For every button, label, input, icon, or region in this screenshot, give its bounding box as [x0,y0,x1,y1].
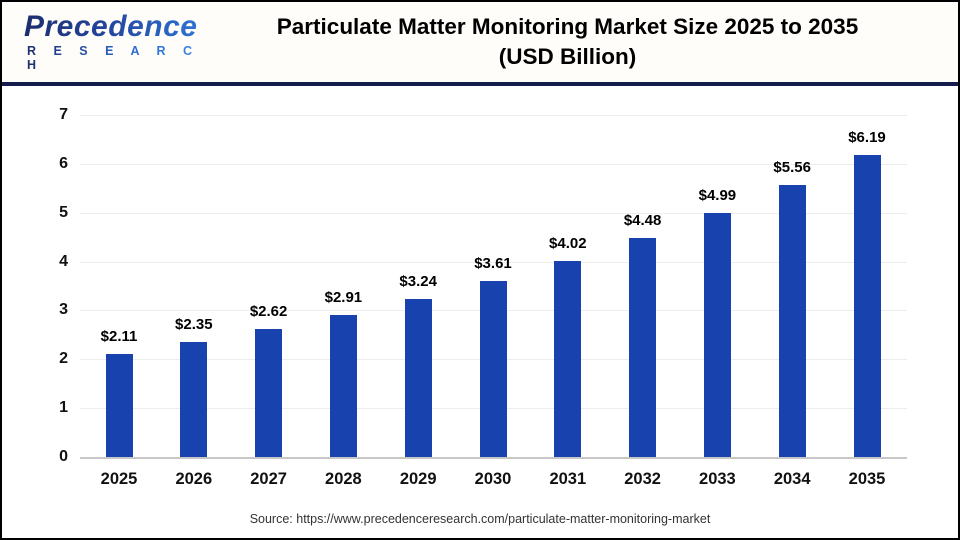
y-axis-tick-0: 0 [59,448,68,465]
bar-2025 [105,353,133,457]
bar-2034 [778,185,806,457]
x-axis-tick-2035: 2035 [848,470,886,488]
x-axis-tick-2033: 2033 [699,470,736,488]
x-axis-tick-2030: 2030 [474,470,512,488]
x-axis-line [80,457,907,459]
y-axis-tick-6: 6 [59,154,68,172]
bar-value-2035: $6.19 [848,128,886,146]
x-axis-tick-2027: 2027 [250,470,287,488]
x-axis-tick-2031: 2031 [549,470,587,488]
bar-2030 [479,280,507,457]
x-axis-tick-2028: 2028 [325,470,362,488]
bar-value-2027: $2.62 [249,302,288,320]
gridline-y6 [80,163,907,165]
chart-title: Particulate Matter Monitoring Market Siz… [217,12,958,72]
x-axis-tick-2029: 2029 [399,470,437,488]
bar-value-2031: $4.02 [549,234,587,252]
header: Precedence R E S E A R C H Particulate M… [2,2,958,86]
source-note: Source: https://www.precedenceresearch.c… [249,512,711,526]
bar-2026 [180,342,208,457]
bar-value-2033: $4.99 [698,187,737,205]
bar-value-2034: $5.56 [773,159,811,177]
bar-value-2026: $2.35 [175,316,213,334]
chart-title-line2: (USD Billion) [498,44,637,69]
chart-title-line1: Particulate Matter Monitoring Market Siz… [276,14,859,39]
y-axis-tick-7: 7 [59,106,68,123]
bar-2032 [629,238,657,457]
bar-2028 [329,314,357,457]
gridline-y4 [80,261,907,263]
bar-value-2025: $2.11 [100,327,138,345]
bar-2031 [554,260,582,457]
x-axis-tick-2034: 2034 [773,470,811,488]
y-axis-tick-3: 3 [59,301,68,319]
bar-value-2032: $4.48 [623,212,662,230]
bar-2027 [255,328,283,457]
bar-value-2028: $2.91 [324,288,363,306]
gridline-y5 [80,212,907,214]
bar-2033 [703,213,731,457]
precedence-research-logo: Precedence R E S E A R C H [2,12,217,73]
y-axis-tick-1: 1 [59,399,68,417]
gridline-y7 [80,115,907,116]
bar-chart-plot-area: 0 1 2 3 4 5 6 7 $2.11 2025 $2.35 2026 $2.62 2027 $2.91… [2,86,958,510]
bar-2029 [404,298,432,457]
bar-value-2030: $3.61 [474,254,512,272]
y-axis-tick-4: 4 [59,252,68,270]
x-axis-tick-2026: 2026 [175,470,213,488]
bar-2035 [853,154,881,457]
logo-wordmark: Precedence [24,12,217,42]
x-axis-tick-2032: 2032 [624,470,661,488]
y-axis-tick-2: 2 [59,350,68,368]
logo-subtitle: R E S E A R C H [24,44,217,72]
y-axis-tick-5: 5 [59,203,68,221]
x-axis-tick-2025: 2025 [100,470,138,488]
bar-value-2029: $3.24 [399,272,437,290]
